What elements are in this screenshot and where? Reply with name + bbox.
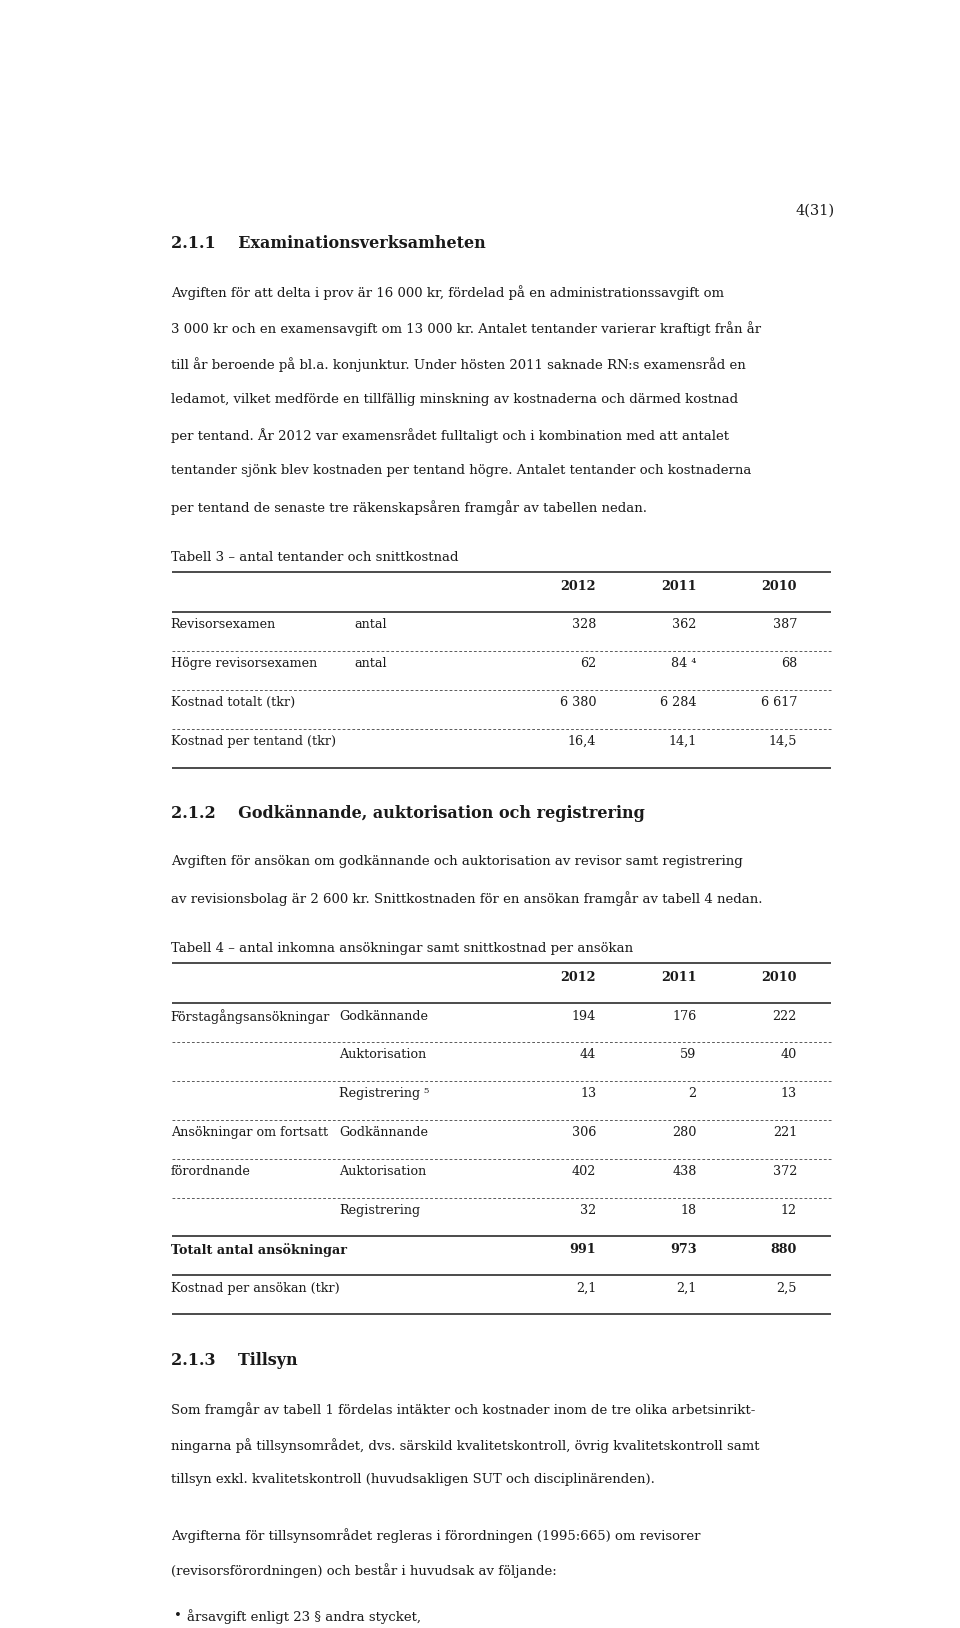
Text: 13: 13: [780, 1088, 797, 1101]
Text: Avgiften för ansökan om godkännande och auktorisation av revisor samt registreri: Avgiften för ansökan om godkännande och …: [171, 855, 742, 868]
Text: Högre revisorsexamen: Högre revisorsexamen: [171, 658, 317, 671]
Text: 2: 2: [688, 1088, 697, 1101]
Text: 2.1.3    Tillsyn: 2.1.3 Tillsyn: [171, 1351, 298, 1369]
Text: tillsyn exkl. kvalitetskontroll (huvudsakligen SUT och disciplinärenden).: tillsyn exkl. kvalitetskontroll (huvudsa…: [171, 1473, 655, 1486]
Text: 2012: 2012: [561, 970, 596, 983]
Text: 18: 18: [681, 1203, 697, 1216]
Text: 2011: 2011: [661, 580, 697, 593]
Text: Avgifterna för tillsynsområdet regleras i förordningen (1995:665) om revisorer: Avgifterna för tillsynsområdet regleras …: [171, 1529, 700, 1543]
Text: antal: antal: [354, 619, 387, 632]
Text: Kostnad totalt (tkr): Kostnad totalt (tkr): [171, 697, 295, 710]
Text: •: •: [174, 1610, 181, 1623]
Text: 84 ⁴: 84 ⁴: [671, 658, 697, 671]
Text: 6 380: 6 380: [560, 697, 596, 710]
Text: 372: 372: [773, 1166, 797, 1179]
Text: 62: 62: [580, 658, 596, 671]
Text: Kostnad per ansökan (tkr): Kostnad per ansökan (tkr): [171, 1281, 339, 1294]
Text: 2.1.1    Examinationsverksamheten: 2.1.1 Examinationsverksamheten: [171, 236, 486, 252]
Text: 362: 362: [672, 619, 697, 632]
Text: 68: 68: [780, 658, 797, 671]
Text: 176: 176: [672, 1009, 697, 1022]
Text: 4(31): 4(31): [795, 204, 834, 218]
Text: Auktorisation: Auktorisation: [340, 1166, 427, 1179]
Text: 14,1: 14,1: [668, 734, 697, 747]
Text: 14,5: 14,5: [769, 734, 797, 747]
Text: 44: 44: [580, 1048, 596, 1061]
Text: 2011: 2011: [661, 970, 697, 983]
Text: 2012: 2012: [561, 580, 596, 593]
Text: (revisorsförordningen) och består i huvudsak av följande:: (revisorsförordningen) och består i huvu…: [171, 1563, 557, 1579]
Text: 2,5: 2,5: [777, 1281, 797, 1294]
Text: 3 000 kr och en examensavgift om 13 000 kr. Antalet tentander varierar kraftigt : 3 000 kr och en examensavgift om 13 000 …: [171, 321, 760, 337]
Text: Registrering: Registrering: [340, 1203, 420, 1216]
Text: 12: 12: [780, 1203, 797, 1216]
Text: Registrering ⁵: Registrering ⁵: [340, 1088, 430, 1101]
Text: 402: 402: [572, 1166, 596, 1179]
Text: Godkännande: Godkännande: [340, 1009, 428, 1022]
Text: förordnande: förordnande: [171, 1166, 251, 1179]
Text: till år beroende på bl.a. konjunktur. Under hösten 2011 saknade RN:s examensråd : till år beroende på bl.a. konjunktur. Un…: [171, 357, 745, 371]
Text: 32: 32: [580, 1203, 596, 1216]
Text: Tabell 4 – antal inkomna ansökningar samt snittkostnad per ansökan: Tabell 4 – antal inkomna ansökningar sam…: [171, 943, 633, 956]
Text: 13: 13: [580, 1088, 596, 1101]
Text: 59: 59: [681, 1048, 697, 1061]
Text: Avgiften för att delta i prov är 16 000 kr, fördelad på en administrationssavgif: Avgiften för att delta i prov är 16 000 …: [171, 285, 724, 301]
Text: ningarna på tillsynsområdet, dvs. särskild kvalitetskontroll, övrig kvalitetskon: ningarna på tillsynsområdet, dvs. särski…: [171, 1438, 759, 1452]
Text: 328: 328: [572, 619, 596, 632]
Text: 973: 973: [670, 1242, 697, 1255]
Text: årsavgift enligt 23 § andra stycket,: årsavgift enligt 23 § andra stycket,: [187, 1610, 420, 1625]
Text: tentander sjönk blev kostnaden per tentand högre. Antalet tentander och kostnade: tentander sjönk blev kostnaden per tenta…: [171, 464, 751, 477]
Text: 991: 991: [569, 1242, 596, 1255]
Text: 2,1: 2,1: [677, 1281, 697, 1294]
Text: Förstagångsansökningar: Förstagångsansökningar: [171, 1009, 330, 1024]
Text: 2.1.2    Godkännande, auktorisation och registrering: 2.1.2 Godkännande, auktorisation och reg…: [171, 806, 644, 822]
Text: 6 284: 6 284: [660, 697, 697, 710]
Text: 880: 880: [771, 1242, 797, 1255]
Text: 280: 280: [672, 1127, 697, 1140]
Text: 16,4: 16,4: [567, 734, 596, 747]
Text: 387: 387: [773, 619, 797, 632]
Text: av revisionsbolag är 2 600 kr. Snittkostnaden för en ansökan framgår av tabell 4: av revisionsbolag är 2 600 kr. Snittkost…: [171, 891, 762, 905]
Text: Godkännande: Godkännande: [340, 1127, 428, 1140]
Text: Revisorsexamen: Revisorsexamen: [171, 619, 276, 632]
Text: 438: 438: [672, 1166, 697, 1179]
Text: 40: 40: [780, 1048, 797, 1061]
Text: 2010: 2010: [761, 580, 797, 593]
Text: 2010: 2010: [761, 970, 797, 983]
Text: Totalt antal ansökningar: Totalt antal ansökningar: [171, 1242, 347, 1257]
Text: Kostnad per tentand (tkr): Kostnad per tentand (tkr): [171, 734, 336, 747]
Text: 221: 221: [773, 1127, 797, 1140]
Text: ledamot, vilket medförde en tillfällig minskning av kostnaderna och därmed kostn: ledamot, vilket medförde en tillfällig m…: [171, 392, 737, 405]
Text: per tentand de senaste tre räkenskapsåren framgår av tabellen nedan.: per tentand de senaste tre räkenskapsåre…: [171, 500, 647, 514]
Text: Tabell 3 – antal tentander och snittkostnad: Tabell 3 – antal tentander och snittkost…: [171, 550, 458, 563]
Text: Som framgår av tabell 1 fördelas intäkter och kostnader inom de tre olika arbets: Som framgår av tabell 1 fördelas intäkte…: [171, 1402, 755, 1416]
Text: Auktorisation: Auktorisation: [340, 1048, 427, 1061]
Text: 6 617: 6 617: [760, 697, 797, 710]
Text: antal: antal: [354, 658, 387, 671]
Text: 194: 194: [572, 1009, 596, 1022]
Text: per tentand. År 2012 var examensrådet fulltaligt och i kombination med att antal: per tentand. År 2012 var examensrådet fu…: [171, 428, 729, 443]
Text: Ansökningar om fortsatt: Ansökningar om fortsatt: [171, 1127, 327, 1140]
Text: 222: 222: [773, 1009, 797, 1022]
Text: 306: 306: [572, 1127, 596, 1140]
Text: 2,1: 2,1: [576, 1281, 596, 1294]
